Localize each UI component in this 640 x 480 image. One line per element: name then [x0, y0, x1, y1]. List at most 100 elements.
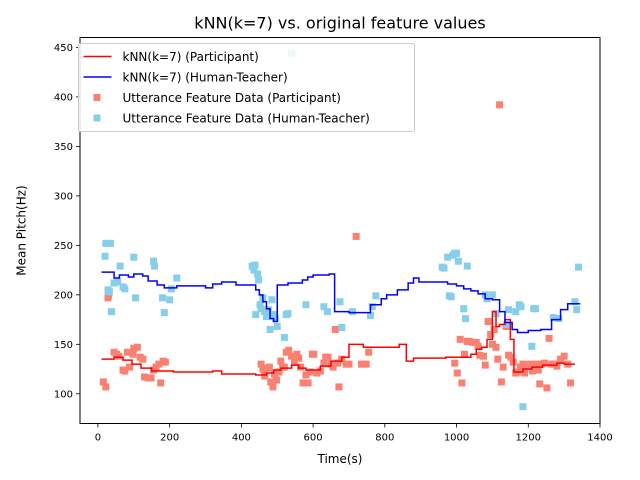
- data-point: [288, 352, 296, 360]
- data-point: [567, 379, 575, 387]
- data-point: [310, 350, 318, 358]
- data-point: [108, 308, 116, 316]
- data-point: [302, 301, 310, 309]
- data-point: [462, 315, 470, 323]
- data-point: [130, 253, 138, 261]
- series-line-1: [101, 271, 581, 334]
- data-point: [349, 308, 357, 316]
- data-point: [267, 378, 275, 386]
- data-point: [345, 360, 353, 368]
- data-point: [116, 262, 124, 270]
- legend-label: kNN(k=7) (Participant): [123, 50, 259, 64]
- data-point: [560, 352, 568, 360]
- x-tick-label: 400: [232, 433, 251, 444]
- data-point: [458, 379, 466, 387]
- x-axis-label: Time(s): [317, 452, 363, 466]
- data-point: [484, 318, 492, 326]
- data-point: [125, 363, 133, 371]
- data-point: [444, 253, 452, 261]
- data-point: [519, 360, 527, 368]
- data-point: [507, 353, 515, 361]
- data-point: [333, 359, 341, 367]
- data-point: [158, 294, 166, 302]
- data-point: [336, 298, 344, 306]
- data-point: [331, 325, 339, 333]
- data-point: [269, 383, 277, 391]
- x-axis: 0 200 400 600 800 1000 1200 1400: [95, 423, 613, 444]
- data-point: [574, 263, 582, 271]
- data-point: [519, 403, 527, 411]
- y-tick-label: 200: [54, 290, 73, 301]
- data-point: [358, 360, 366, 368]
- data-point: [320, 359, 328, 367]
- data-point: [335, 383, 343, 391]
- data-point: [102, 383, 110, 391]
- data-point: [277, 357, 285, 365]
- data-point: [121, 367, 129, 375]
- data-point: [262, 313, 270, 321]
- data-point: [105, 288, 113, 296]
- data-point: [285, 346, 293, 354]
- data-point: [573, 306, 581, 314]
- data-point: [271, 315, 279, 323]
- data-point: [490, 325, 498, 333]
- data-point: [173, 274, 181, 282]
- data-point: [481, 361, 489, 369]
- data-point: [497, 378, 505, 386]
- legend-marker-swatch: [93, 94, 101, 101]
- data-point: [460, 305, 468, 313]
- data-point: [139, 355, 147, 363]
- legend-label: kNN(k=7) (Human-Teacher): [123, 71, 288, 85]
- data-point: [352, 232, 360, 240]
- x-tick-label: 600: [304, 433, 323, 444]
- data-point: [365, 348, 373, 356]
- data-point: [166, 296, 174, 304]
- data-point: [256, 301, 264, 309]
- data-point: [273, 376, 281, 384]
- data-point: [255, 276, 263, 284]
- data-point: [132, 294, 140, 302]
- plot-frame: [79, 37, 601, 424]
- data-point: [329, 363, 337, 371]
- data-point: [284, 310, 292, 318]
- data-point: [469, 338, 477, 346]
- data-point: [571, 298, 579, 306]
- scatter-series-3: [101, 49, 582, 411]
- data-point: [517, 303, 525, 311]
- data-point: [463, 262, 471, 270]
- x-tick-label: 1000: [444, 433, 469, 444]
- data-point: [440, 264, 448, 272]
- data-point: [555, 315, 563, 323]
- data-point: [261, 308, 269, 316]
- data-point: [505, 306, 513, 314]
- data-point: [447, 293, 455, 301]
- data-point: [275, 368, 283, 376]
- x-tick-label: 200: [160, 433, 179, 444]
- data-point: [543, 384, 551, 392]
- data-point: [474, 342, 482, 350]
- data-point: [456, 335, 464, 343]
- data-point: [270, 370, 278, 378]
- data-point: [160, 309, 168, 317]
- data-point: [293, 350, 301, 358]
- data-point: [123, 348, 131, 356]
- data-point: [261, 372, 269, 380]
- data-point: [540, 359, 548, 367]
- y-tick-label: 300: [54, 191, 73, 202]
- data-point: [106, 239, 114, 247]
- data-point: [121, 285, 129, 293]
- data-point: [251, 261, 259, 269]
- x-tick-label: 800: [375, 433, 394, 444]
- data-point: [130, 344, 138, 352]
- data-point: [512, 308, 520, 316]
- data-point: [313, 369, 321, 377]
- data-point: [302, 371, 310, 379]
- data-point: [451, 359, 459, 367]
- data-point: [476, 351, 484, 359]
- y-tick-label: 450: [54, 43, 73, 54]
- data-point: [521, 369, 529, 377]
- legend-label: Utterance Feature Data (Human-Teacher): [123, 112, 370, 126]
- data-point: [526, 360, 534, 368]
- x-tick-label: 0: [95, 433, 101, 444]
- data-point: [99, 378, 107, 386]
